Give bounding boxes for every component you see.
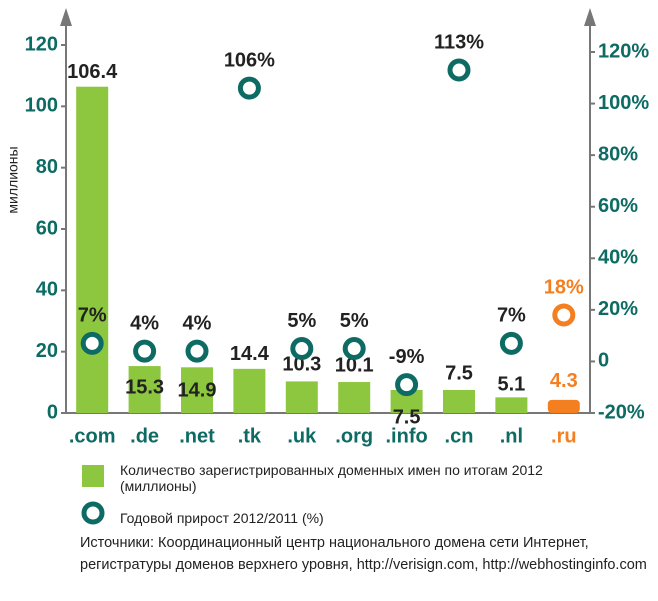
y-tick-label: 120 [25,33,58,55]
legend-swatch [82,465,104,487]
data-label: 4.3 [550,370,578,392]
legend-swatch [81,501,105,525]
y-tick-label: 40 [36,279,58,301]
y-tick-label: 0 [47,401,58,423]
bar [128,366,161,413]
data-label: 5% [287,310,316,332]
y-tick-label: 20 [36,340,58,362]
y2-tick-label: 40% [598,247,638,269]
growth-marker [290,337,314,361]
y-tick-label: 60 [36,217,58,239]
x-tick-label: .org [335,425,373,447]
y2-tick-label: 80% [598,143,638,165]
data-label: 14.9 [178,380,217,402]
data-label: 5.1 [497,374,525,396]
legend-label: Годовой прирост 2012/2011 (%) [120,510,324,526]
bar [495,397,528,413]
bar [390,390,423,413]
x-tick-label: .nl [500,425,523,447]
x-tick-label: .ru [551,425,577,447]
bar [443,390,475,413]
growth-marker [133,339,157,363]
legend-label: Количество зарегистрированных доменных и… [120,462,543,494]
y2-tick-label: 0 [598,350,609,372]
data-label: 15.3 [125,376,164,398]
data-label: 7.5 [445,362,473,384]
y-tick-label: 80 [36,156,58,178]
data-label: 5% [340,310,369,332]
bar [547,399,580,413]
data-label: 7.5 [393,406,421,428]
y-axis-label: миллионы [5,146,21,213]
x-tick-label: .uk [287,425,317,447]
growth-marker [395,373,419,397]
growth-marker [80,331,104,355]
y2-tick-label: 120% [598,40,649,62]
y-axis-arrow [60,8,72,26]
data-label: 106% [224,49,275,71]
data-label: 113% [434,31,484,53]
data-label: 106.4 [67,61,118,83]
data-label: 7% [497,305,526,327]
bar [338,382,371,413]
bar [233,368,266,413]
data-label: 14.4 [230,343,270,365]
y2-tick-label: 100% [598,92,649,114]
x-tick-label: .com [69,425,116,447]
data-label: 4% [183,312,212,334]
growth-marker [185,339,209,363]
growth-marker [342,337,366,361]
y2-axis-arrow [584,8,596,26]
growth-marker [499,331,523,355]
bar [181,367,213,413]
data-label: 7% [78,305,107,327]
x-tick-label: .info [385,425,427,447]
growth-marker [447,58,471,82]
y2-tick-label: 20% [598,298,638,320]
y2-tick-label: -20% [598,401,645,423]
bar [76,86,109,413]
growth-marker [237,76,261,100]
y2-tick-label: 60% [598,195,638,217]
growth-marker [552,303,576,327]
data-label: 10.1 [335,354,374,376]
x-tick-label: .tk [238,425,262,447]
x-tick-label: .de [130,425,159,447]
bar [285,381,318,413]
data-label: 4% [130,312,159,334]
x-tick-label: .net [179,425,215,447]
data-label: 10.3 [282,354,321,376]
y-tick-label: 100 [25,95,58,117]
data-label: 18% [544,276,584,298]
legend: Количество зарегистрированных доменных и… [120,462,600,526]
x-tick-label: .cn [445,425,474,447]
data-label: -9% [389,346,425,368]
source: Источники: Координационный центр национа… [80,535,647,573]
